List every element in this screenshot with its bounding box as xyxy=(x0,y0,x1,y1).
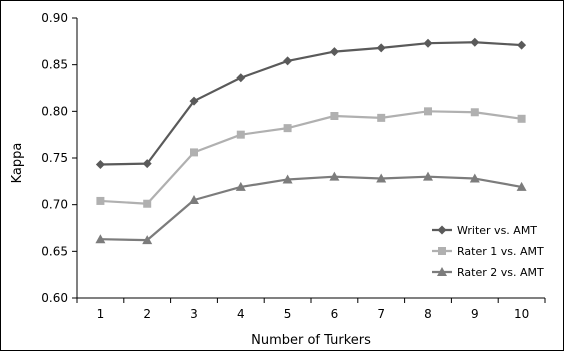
legend-label: Rater 1 vs. AMT xyxy=(457,245,544,258)
legend-item: Writer vs. AMT xyxy=(432,224,537,237)
data-point xyxy=(470,37,480,47)
data-point xyxy=(236,130,245,139)
data-point xyxy=(190,148,198,157)
x-tick-label: 3 xyxy=(190,307,198,321)
data-point xyxy=(377,113,386,122)
x-tick-label: 7 xyxy=(377,307,385,321)
data-point xyxy=(329,47,339,57)
legend-swatch-marker xyxy=(437,225,447,235)
x-tick-label: 4 xyxy=(237,307,245,321)
data-point xyxy=(517,40,527,50)
data-point xyxy=(235,181,246,191)
y-tick-label: 0.65 xyxy=(41,244,68,258)
series-layer xyxy=(95,37,527,245)
data-point xyxy=(95,234,106,244)
data-point xyxy=(142,159,152,169)
x-tick-label: 10 xyxy=(514,307,529,321)
legend-label: Writer vs. AMT xyxy=(457,224,537,237)
data-point xyxy=(470,108,479,117)
data-point xyxy=(424,107,432,116)
legend-item: Rater 1 vs. AMT xyxy=(432,245,544,258)
data-point xyxy=(189,96,199,106)
data-point xyxy=(142,235,153,245)
legend-swatch-marker xyxy=(437,267,447,276)
data-point xyxy=(376,43,386,53)
data-point xyxy=(95,160,105,170)
data-point xyxy=(282,174,293,184)
x-tick-label: 8 xyxy=(424,307,432,321)
data-point xyxy=(329,171,340,181)
series-line xyxy=(100,110,522,205)
data-point xyxy=(423,38,433,48)
data-point xyxy=(236,73,246,83)
x-tick-label: 9 xyxy=(471,307,479,321)
y-tick-label: 0.75 xyxy=(41,151,68,165)
data-point xyxy=(283,124,292,133)
series-2 xyxy=(96,107,526,208)
data-point xyxy=(376,173,387,183)
legend-label: Rater 2 vs. AMT xyxy=(457,266,544,279)
legend-swatch-marker xyxy=(438,247,446,255)
data-point xyxy=(283,56,293,66)
y-tick-label: 0.90 xyxy=(41,11,68,25)
x-tick-label: 5 xyxy=(284,307,292,321)
series-3 xyxy=(95,171,527,245)
x-axis-title: Number of Turkers xyxy=(251,333,371,348)
x-tick-label: 1 xyxy=(97,307,105,321)
y-tick-label: 0.85 xyxy=(41,58,68,72)
data-point xyxy=(423,171,433,181)
data-point xyxy=(330,112,339,120)
data-point xyxy=(96,196,105,205)
data-point xyxy=(469,173,480,183)
axes-layer: 0.60 0.65 0.70 0.75 0.80 0.85 0.90 1 2 3 4 5 6 7 8 9 10 xyxy=(41,11,546,321)
legend: Writer vs. AMT Rater 1 vs. AMT Rater 2 vs.… xyxy=(432,224,544,279)
data-point xyxy=(517,114,526,123)
series-1 xyxy=(95,37,527,170)
legend-item: Rater 2 vs. AMT xyxy=(432,266,544,279)
series-line xyxy=(100,175,522,242)
data-point xyxy=(143,199,152,208)
y-tick-label: 0.70 xyxy=(41,198,68,212)
data-point xyxy=(189,195,199,204)
x-tick-label: 2 xyxy=(143,307,151,321)
y-axis-title: Kappa xyxy=(10,143,25,184)
series-line xyxy=(100,41,522,166)
y-tick-label: 0.60 xyxy=(41,291,68,305)
y-tick-label: 0.80 xyxy=(41,104,68,118)
data-point xyxy=(516,181,527,191)
x-tick-label: 6 xyxy=(331,307,339,321)
